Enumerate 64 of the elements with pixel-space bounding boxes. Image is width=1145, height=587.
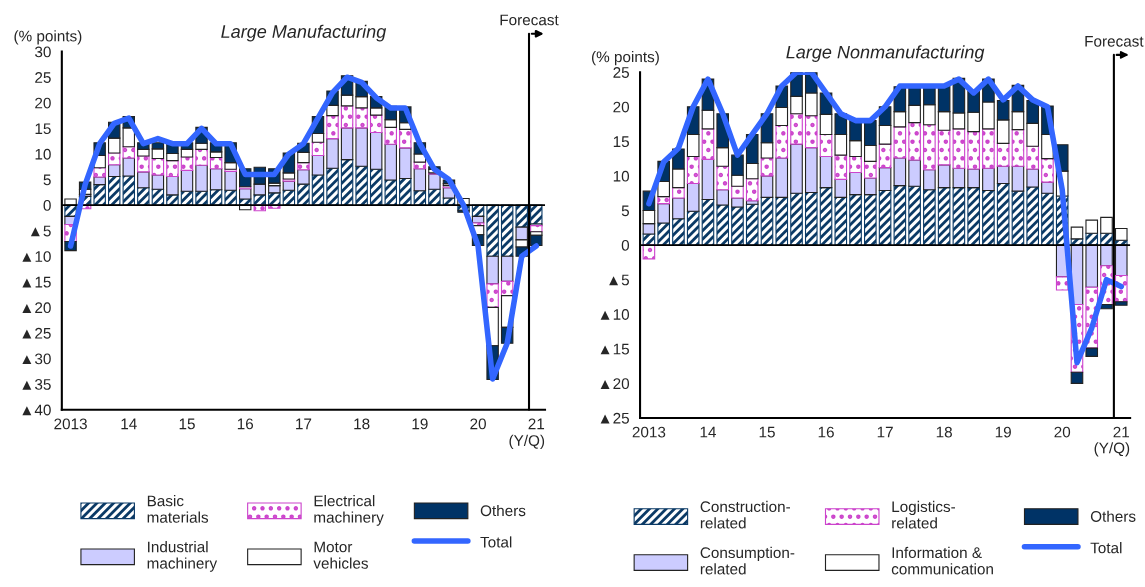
x-tick-label: 14 [700, 426, 717, 438]
x-tick-label: 19 [995, 426, 1011, 438]
x-tick-label: 20 [1054, 426, 1071, 438]
x-axis-title: (Y/Q) [509, 434, 545, 450]
y-tick-label: 20 [613, 101, 630, 113]
y-tick-label: ▲10 [600, 309, 630, 320]
chart-title: Large Nonmanufacturing [786, 45, 985, 63]
y-tick-label: ▲30 [22, 353, 51, 365]
legend-label: Information & communication [891, 546, 993, 575]
y-tick-label: ▲5 [30, 225, 51, 237]
y-tick-label: ▲25 [22, 327, 51, 339]
x-tick-label: 2013 [54, 418, 87, 430]
y-tick-label: 0 [621, 239, 630, 251]
legend-label: Others [480, 504, 526, 517]
ref-line-label: Forecast [1085, 36, 1144, 47]
x-tick-label: 18 [936, 426, 952, 438]
y-axis-title: (% points) [592, 51, 659, 66]
y-tick-label: ▲35 [22, 379, 51, 390]
y-axis-title: (% points) [14, 30, 82, 45]
x-tick-label: 17 [877, 426, 893, 438]
y-tick-label: ▲15 [600, 343, 629, 355]
legend-label: Construction- related [700, 500, 791, 529]
y-tick-label: 25 [613, 67, 629, 78]
y-tick-label: 5 [43, 174, 51, 186]
legend-label: Consumption- related [700, 546, 795, 575]
x-tick-label: 17 [296, 418, 312, 430]
x-tick-label: 14 [121, 418, 137, 430]
x-axis-title: (Y/Q) [1094, 442, 1130, 457]
x-tick-label: 18 [354, 418, 370, 430]
y-tick-label: ▲5 [609, 274, 629, 286]
y-tick-label: ▲40 [22, 404, 51, 416]
x-tick-label: 16 [818, 426, 834, 438]
y-tick-label: 25 [35, 72, 51, 83]
legend-label: Total [1090, 542, 1122, 554]
y-tick-label: 15 [613, 136, 629, 148]
legend-label: Electrical machinery [314, 495, 384, 526]
y-tick-label: ▲20 [22, 302, 51, 314]
x-tick-label: 21 [528, 418, 545, 430]
x-tick-label: 15 [759, 426, 775, 438]
y-tick-label: 30 [35, 46, 51, 58]
y-tick-label: ▲15 [22, 276, 51, 288]
y-tick-label: ▲20 [600, 378, 630, 390]
y-tick-label: 20 [35, 97, 51, 109]
x-tick-label: 15 [179, 418, 195, 430]
y-tick-label: 15 [35, 123, 51, 135]
y-tick-label: 10 [35, 148, 51, 160]
x-tick-label: 21 [1113, 426, 1130, 438]
y-tick-label: 10 [613, 170, 630, 182]
legend-label: Others [1090, 510, 1136, 522]
legend-label: Industrial machinery [147, 541, 218, 572]
chart-title: Large Manufacturing [221, 24, 387, 42]
ref-line-label: Forecast [500, 14, 559, 26]
y-tick-label: ▲10 [22, 251, 51, 262]
legend-label: Logistics- related [892, 500, 956, 529]
legend-label: Motor vehicles [313, 541, 368, 569]
x-tick-label: 2013 [632, 426, 666, 438]
y-tick-label: 0 [43, 199, 51, 211]
legend-label: Basic materials [147, 495, 209, 523]
x-tick-label: 16 [237, 418, 254, 430]
x-tick-label: 19 [412, 418, 428, 430]
y-tick-label: ▲25 [600, 412, 629, 424]
legend-label: Total [480, 536, 512, 548]
x-tick-label: 20 [470, 418, 486, 430]
y-tick-label: 5 [621, 205, 629, 217]
